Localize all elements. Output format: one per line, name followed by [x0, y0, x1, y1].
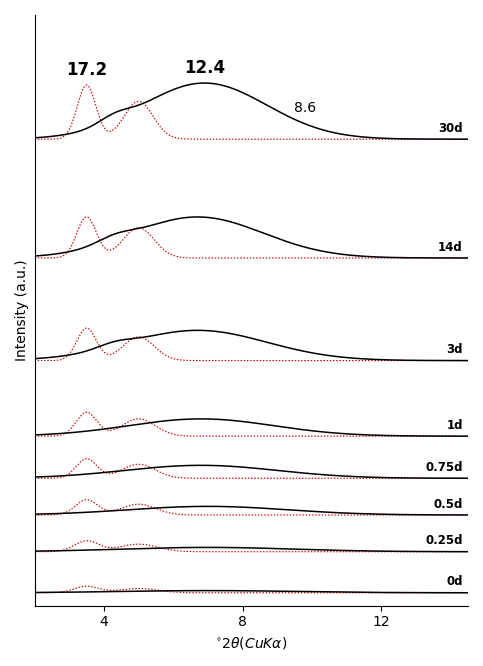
Text: 3d: 3d [446, 343, 463, 356]
Text: 30d: 30d [438, 122, 463, 135]
Text: 0.5d: 0.5d [433, 498, 463, 511]
X-axis label: $^{\circ}2\theta(CuK\alpha)$: $^{\circ}2\theta(CuK\alpha)$ [215, 635, 287, 651]
Text: 0.25d: 0.25d [426, 534, 463, 547]
Text: 17.2: 17.2 [66, 61, 107, 79]
Text: 14d: 14d [438, 240, 463, 254]
Text: 12.4: 12.4 [184, 59, 225, 77]
Text: 0d: 0d [446, 575, 463, 589]
Text: 8.6: 8.6 [294, 101, 316, 115]
Text: 1d: 1d [446, 419, 463, 432]
Y-axis label: Intensity (a.u.): Intensity (a.u.) [15, 260, 29, 361]
Text: 0.75d: 0.75d [426, 461, 463, 474]
